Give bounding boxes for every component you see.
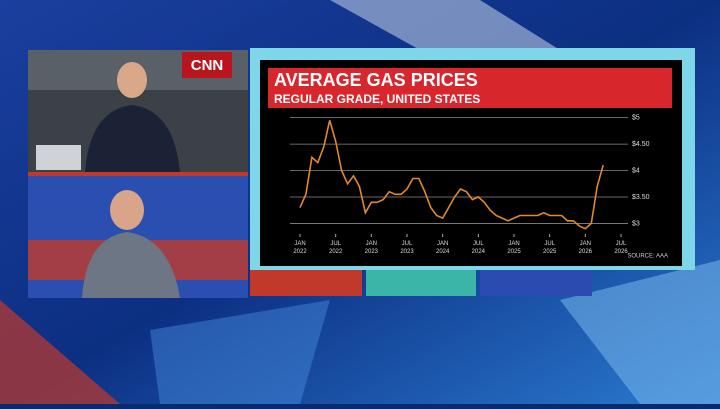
chart-title: AVERAGE GAS PRICES (274, 70, 478, 90)
title-bar (268, 68, 672, 108)
logo-box (182, 52, 232, 78)
x-tick-label: JUL 2023 (400, 241, 414, 255)
y-tick-label: $3.50 (632, 194, 650, 201)
x-tick-label: JUL 2022 (329, 241, 343, 255)
chart-subtitle: REGULAR GRADE, UNITED STATES (274, 92, 480, 106)
source: SOURCE: AAA (627, 254, 668, 260)
anchor-head (117, 62, 147, 98)
x-tick-label: JAN 2024 (436, 241, 450, 255)
x-tick-label: JAN 2023 (365, 241, 379, 255)
y-tick-label: $4.50 (632, 141, 650, 148)
desk-panel (250, 270, 362, 296)
y-tick-label: $3 (632, 220, 640, 227)
desk-panel (480, 270, 592, 296)
x-tick-label: JAN 2022 (293, 241, 307, 255)
x-tick-label: JUL 2026 (614, 241, 628, 255)
x-tick-label: JAN 2026 (579, 241, 593, 255)
laptop (36, 145, 81, 170)
y-tick-label: $4 (632, 167, 640, 174)
guest-suit (82, 232, 180, 298)
x-tick-label: JUL 2025 (543, 241, 557, 255)
studio-stripe (330, 0, 560, 50)
price-line (299, 120, 604, 230)
studio-stripe (150, 300, 330, 404)
desk-panel (366, 270, 476, 296)
plot: $3 $3.50 $4 $4.50 $5 JAN 2022 JUL 2022 JAN 2023 JUL… (290, 114, 650, 255)
x-tick-label: JAN 2025 (507, 241, 521, 255)
anchor-suit (85, 105, 180, 172)
x-tick-label: JUL 2024 (472, 241, 486, 255)
y-tick-label: $5 (632, 114, 640, 121)
divider (28, 172, 248, 176)
logo: CNN (191, 57, 224, 74)
guest-head (110, 190, 144, 230)
studio-stripe (0, 300, 120, 404)
studio-stripe (560, 260, 720, 404)
